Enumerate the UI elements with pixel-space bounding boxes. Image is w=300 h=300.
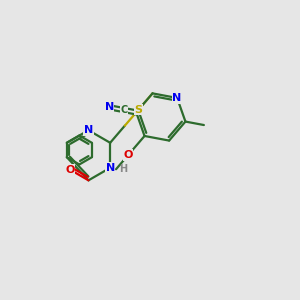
Text: S: S [135,104,143,115]
Text: C: C [120,105,128,115]
Text: H: H [119,164,127,174]
Text: N: N [104,102,114,112]
Text: N: N [172,93,182,103]
Text: O: O [124,150,133,160]
Text: N: N [106,163,115,173]
Text: O: O [65,165,75,175]
Text: N: N [84,125,93,135]
